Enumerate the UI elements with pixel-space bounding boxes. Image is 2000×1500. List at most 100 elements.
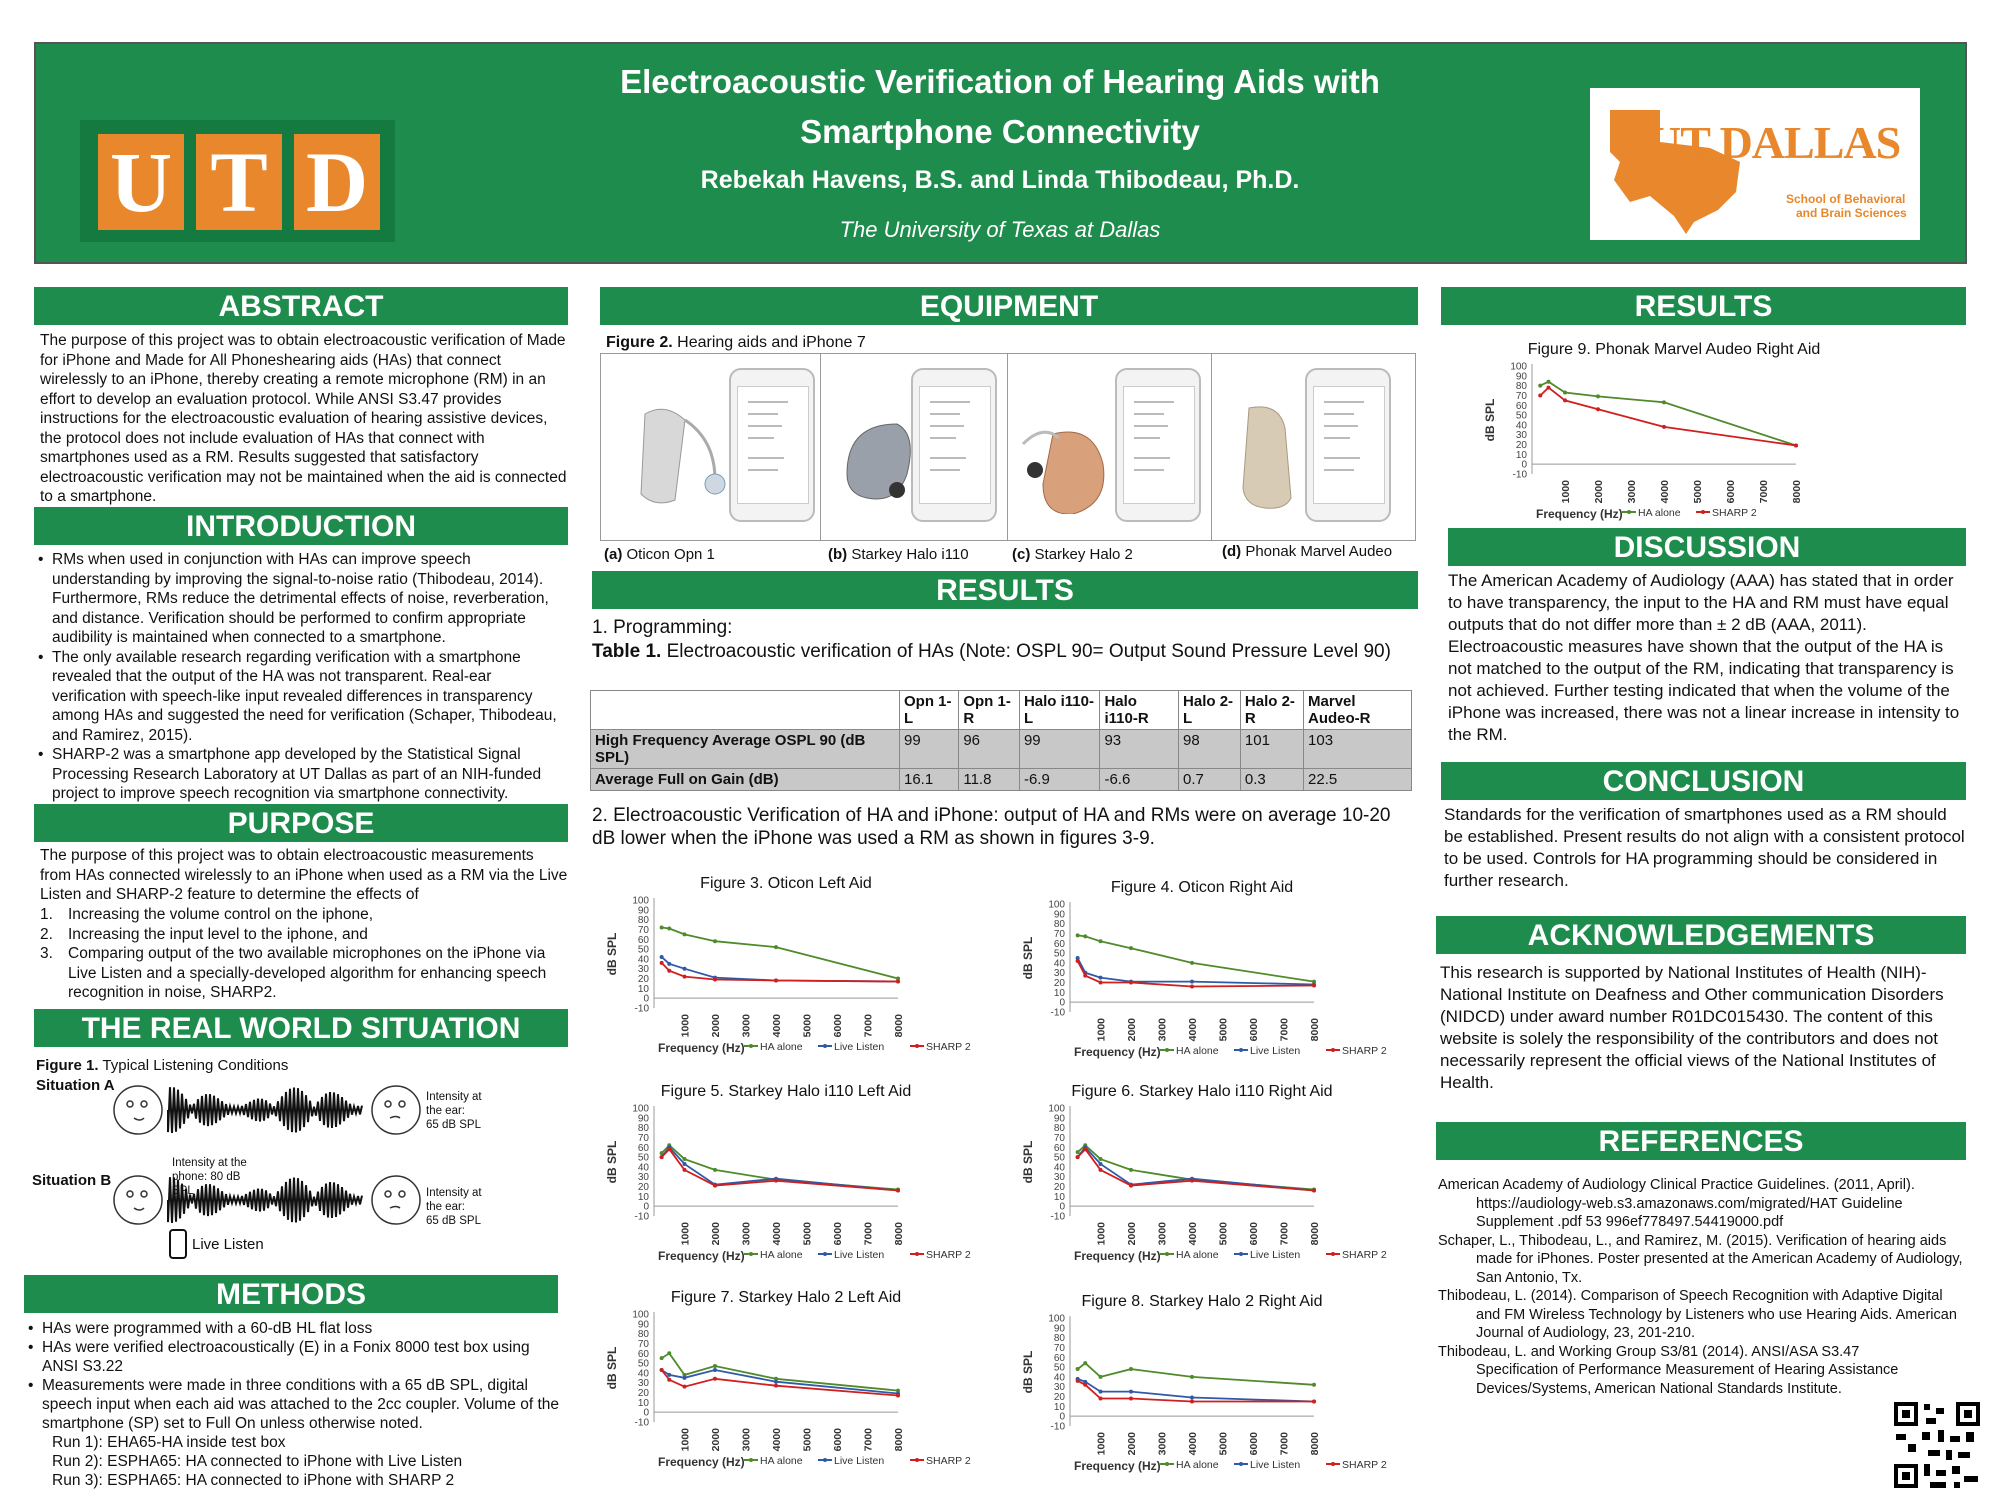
legend-marker	[1239, 1252, 1243, 1256]
series-line	[661, 926, 899, 980]
legend-label: HA alone	[760, 1041, 803, 1053]
x-tick-label: 2000	[1126, 1222, 1138, 1246]
legend-label: SHARP 2	[926, 1041, 971, 1053]
methods-run: Run 1): EHA65-HA inside test box	[52, 1434, 286, 1451]
introduction-heading: INTRODUCTION	[34, 507, 568, 545]
legend-marker	[1239, 1048, 1243, 1052]
data-point	[1098, 1167, 1103, 1172]
qr-code-icon	[1892, 1400, 1982, 1490]
x-tick-label: 7000	[1279, 1222, 1291, 1246]
y-tick-label: 60	[638, 935, 650, 946]
purpose-item: 2. Increasing the input level to the ipho…	[40, 925, 368, 943]
y-tick-label: 20	[638, 1182, 650, 1193]
data-point	[774, 1178, 778, 1183]
methods-list: HAs were programmed with a 60-dB HL flat…	[24, 1319, 564, 1490]
results-right-heading: RESULTS	[1441, 287, 1966, 325]
y-tick-label: 60	[638, 1143, 650, 1154]
discussion-heading: DISCUSSION	[1448, 528, 1966, 566]
x-tick-label: 3000	[741, 1222, 753, 1246]
x-tick-label: 2000	[710, 1014, 722, 1038]
legend-marker	[823, 1044, 827, 1048]
series-line	[660, 1369, 899, 1397]
data-point	[1075, 1367, 1080, 1372]
data-point	[1083, 1379, 1088, 1384]
y-tick-label: 0	[643, 1408, 649, 1419]
y-tick-label: 40	[638, 1162, 650, 1173]
y-tick-label: 10	[1054, 1192, 1066, 1203]
x-tick-label: 6000	[1248, 1018, 1260, 1042]
data-point	[713, 1376, 717, 1381]
legend-marker	[1165, 1252, 1169, 1256]
y-tick-label: 80	[638, 1123, 650, 1134]
intro-bullet: SHARP-2 was a smartphone app developed b…	[34, 745, 568, 804]
legend-marker	[1701, 510, 1705, 514]
legend-label: HA alone	[1638, 507, 1681, 519]
data-point	[682, 1375, 687, 1380]
x-tick-label: 3000	[1157, 1018, 1169, 1042]
y-tick-label: 20	[1054, 1392, 1066, 1403]
x-tick-label: 3000	[1157, 1432, 1169, 1456]
legend-label: SHARP 2	[1342, 1045, 1387, 1057]
real-world-heading: THE REAL WORLD SITUATION	[34, 1009, 568, 1047]
data-point	[1098, 1374, 1103, 1379]
iphone-screen-d	[1305, 368, 1391, 522]
data-point	[667, 968, 672, 973]
phonak-marvel-icon	[1242, 406, 1292, 509]
situation-a-intensity: Intensity at the ear: 65 dB SPL	[426, 1091, 482, 1131]
y-tick-label: 90	[638, 1319, 650, 1330]
purpose-item: 1. Increasing the volume control on the i…	[40, 906, 374, 923]
x-tick-label: 6000	[832, 1014, 844, 1038]
y-tick-label: 20	[638, 974, 650, 985]
data-point	[896, 1393, 900, 1398]
x-tick-label: 5000	[802, 1222, 814, 1246]
y-tick-label: 80	[1054, 1333, 1066, 1344]
data-point	[1312, 983, 1316, 988]
data-point	[1075, 933, 1080, 938]
iphone-screen-c	[1115, 368, 1201, 522]
legend-marker	[749, 1458, 753, 1462]
legend-marker	[1239, 1462, 1243, 1466]
x-tick-label: 3000	[1157, 1222, 1169, 1246]
data-point	[1794, 443, 1798, 448]
ut-dallas-wordmark: UT DALLAS	[1648, 117, 1901, 168]
y-tick-label: 10	[638, 984, 650, 995]
intro-bullet: RMs when used in conjunction with HAs ca…	[34, 550, 568, 648]
data-point	[667, 1377, 672, 1382]
series-line	[1077, 1362, 1315, 1386]
data-point	[659, 1356, 664, 1361]
table1-caption: Table 1. Electroacoustic verification of…	[592, 641, 1391, 662]
data-point	[774, 1376, 778, 1381]
y-tick-label: 70	[1054, 1343, 1066, 1354]
y-tick-label: 50	[638, 1153, 650, 1164]
data-point	[896, 1388, 900, 1393]
x-tick-label: 7000	[1758, 480, 1770, 504]
acknowledgements-heading: ACKNOWLEDGEMENTS	[1436, 916, 1966, 954]
data-point	[667, 1351, 672, 1356]
legend-label: HA alone	[1176, 1249, 1219, 1261]
y-tick-label: 80	[1054, 1123, 1066, 1134]
data-point	[682, 932, 687, 937]
data-point	[1129, 1396, 1133, 1401]
x-tick-label: 6000	[832, 1222, 844, 1246]
data-point	[1312, 979, 1316, 984]
series-line	[1076, 1144, 1315, 1191]
x-axis-label: Frequency (Hz)	[1074, 1045, 1161, 1059]
data-point	[659, 1155, 664, 1160]
y-tick-label: 20	[1516, 440, 1528, 451]
purpose-item: 3. Comparing output of the two available …	[40, 945, 547, 1001]
data-point	[1083, 1361, 1088, 1366]
legend-marker	[915, 1252, 919, 1256]
reference-item: Thibodeau, L. and Working Group S3/81 (2…	[1438, 1343, 1899, 1397]
y-tick-label: -10	[1051, 1422, 1066, 1433]
data-point	[1662, 424, 1666, 429]
methods-run: Run 2): ESPHA65: HA connected to iPhone …	[52, 1453, 463, 1470]
chart-title: Figure 4. Oticon Right Aid	[1111, 879, 1293, 896]
figure3-chart: Figure 3. Oticon Left Aid100908070605040…	[605, 875, 971, 1055]
methods-run: Run 3): ESPHA65: HA connected to iPhone …	[52, 1472, 455, 1489]
y-tick-label: 80	[1516, 381, 1528, 392]
data-point	[1190, 1374, 1194, 1379]
acknowledgements-text: This research is supported by National I…	[1440, 963, 1944, 1092]
legend-label: Live Listen	[834, 1455, 884, 1467]
data-point	[1190, 1399, 1194, 1404]
x-tick-label: 6000	[832, 1428, 844, 1452]
